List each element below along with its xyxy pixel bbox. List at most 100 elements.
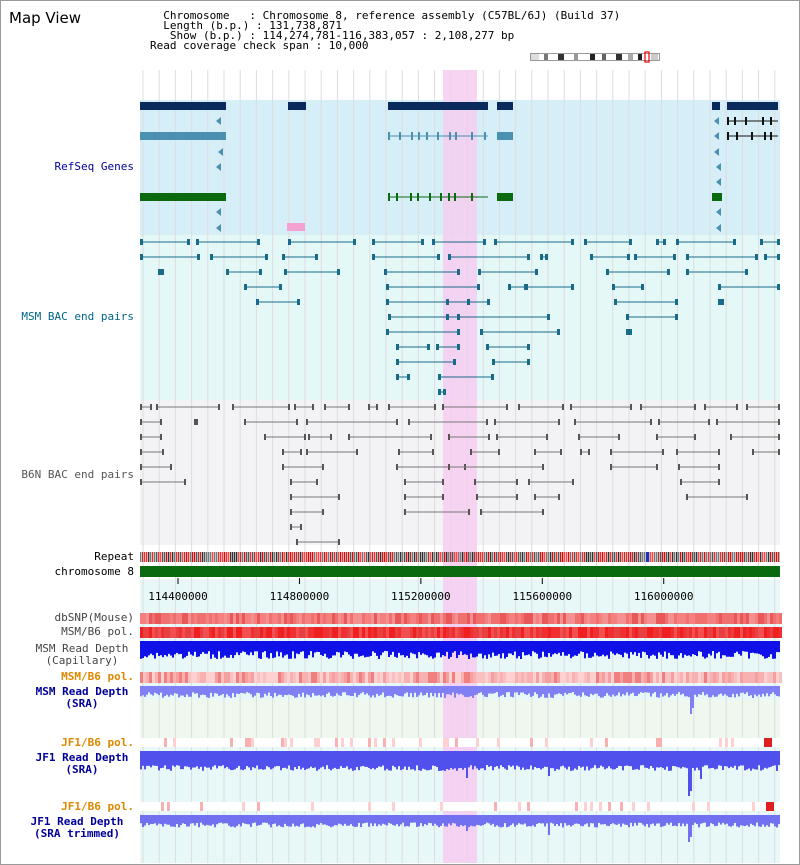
msm-bac-end — [718, 284, 721, 290]
read-depth-bar — [358, 641, 360, 657]
polymorphism-cell — [554, 613, 557, 624]
read-depth-bar — [422, 751, 424, 769]
read-depth-bar — [650, 686, 652, 697]
read-depth-bar — [266, 641, 268, 658]
repeat-element — [384, 552, 386, 562]
polymorphism-cell — [560, 802, 563, 811]
read-depth-bar — [748, 815, 750, 827]
polymorphism-cell — [605, 627, 608, 638]
polymorphism-cell — [221, 802, 224, 811]
polymorphism-cell — [143, 613, 146, 624]
read-depth-bar — [144, 641, 146, 657]
read-depth-bar — [368, 641, 370, 657]
read-depth-bar — [310, 751, 312, 767]
polymorphism-cell — [158, 627, 161, 638]
repeat-element — [216, 552, 218, 562]
polymorphism-cell — [746, 627, 749, 638]
read-depth-bar — [676, 641, 678, 659]
b6n-bac-end — [516, 479, 518, 485]
read-depth-bar — [594, 815, 596, 828]
polymorphism-cell — [743, 613, 746, 624]
polymorphism-cell — [707, 802, 710, 811]
repeat-element — [460, 552, 462, 562]
read-depth-bar — [504, 751, 506, 769]
read-depth-bar — [472, 641, 474, 658]
show-range-info: Show (b.p.) : 114,274,781-116,383,057 : … — [150, 29, 515, 42]
polymorphism-cell — [752, 672, 755, 683]
polymorphism-cell — [197, 613, 200, 624]
msm-bac-end — [590, 254, 593, 260]
read-depth-bar — [518, 686, 520, 696]
read-depth-bar — [494, 641, 496, 656]
polymorphism-cell — [626, 613, 629, 624]
repeat-element — [166, 552, 168, 562]
read-depth-bar — [616, 815, 618, 825]
read-depth-bar — [562, 686, 564, 696]
repeat-element — [450, 552, 452, 562]
read-depth-bar — [230, 815, 232, 827]
read-depth-bar — [678, 641, 680, 656]
polymorphism-cell — [308, 738, 311, 747]
read-depth-bar — [300, 815, 302, 825]
read-depth-bar — [342, 686, 344, 693]
read-depth-bar — [334, 815, 336, 826]
b6n-bac-end — [140, 419, 142, 425]
polymorphism-cell — [590, 627, 593, 638]
polymorphism-cell — [455, 672, 458, 683]
polymorphism-cell — [236, 802, 239, 811]
read-depth-bar — [304, 686, 306, 698]
polymorphism-cell — [275, 627, 278, 638]
repeat-element — [250, 552, 252, 562]
read-depth-bar — [222, 815, 224, 824]
read-depth-bar — [652, 641, 654, 655]
polymorphism-cell — [434, 627, 437, 638]
read-depth-bar — [394, 815, 396, 826]
polymorphism-cell — [443, 802, 446, 811]
polymorphism-cell — [431, 738, 434, 747]
read-depth-bar — [644, 751, 646, 768]
b6n-bac-end — [630, 404, 632, 410]
b6n-bac-end — [704, 404, 706, 410]
repeat-element — [266, 552, 268, 562]
polymorphism-cell — [284, 672, 287, 683]
repeat-element — [506, 552, 508, 562]
polymorphism-cell — [665, 802, 668, 811]
read-depth-bar — [274, 751, 276, 767]
repeat-element — [254, 552, 256, 562]
polymorphism-cell — [560, 613, 563, 624]
repeat-element — [310, 552, 312, 562]
read-depth-bar — [556, 686, 558, 695]
read-depth-bar — [406, 686, 408, 693]
read-depth-bar — [744, 815, 746, 827]
read-depth-bar — [202, 641, 204, 653]
polymorphism-cell — [281, 802, 284, 811]
polymorphism-cell — [527, 738, 530, 747]
polymorphism-cell — [353, 802, 356, 811]
read-depth-bar — [256, 641, 258, 652]
read-depth-bar — [514, 815, 516, 827]
read-depth-bar — [680, 686, 682, 695]
b6n-bac-end — [348, 404, 350, 410]
read-depth-bar — [154, 686, 156, 693]
read-depth-bar — [646, 686, 648, 693]
read-depth-bar — [630, 641, 632, 653]
repeat-element — [718, 552, 720, 562]
polymorphism-cell — [647, 627, 650, 638]
read-depth-bar — [220, 641, 222, 659]
read-depth-bar — [398, 686, 400, 696]
polymorphism-cell — [743, 627, 746, 638]
read-depth-bar — [570, 686, 572, 693]
read-depth-bar — [408, 641, 410, 659]
read-depth-bar — [178, 686, 180, 698]
read-depth-bar — [146, 641, 148, 658]
read-depth-bar — [322, 686, 324, 696]
polymorphism-cell — [731, 672, 734, 683]
polymorphism-cell — [683, 738, 686, 747]
read-depth-bar — [258, 751, 260, 770]
chromosome-ideogram[interactable] — [530, 51, 660, 63]
polymorphism-cell — [215, 613, 218, 624]
read-depth-bar — [470, 751, 472, 766]
read-depth-bar — [672, 815, 674, 827]
read-depth-bar — [330, 751, 332, 771]
